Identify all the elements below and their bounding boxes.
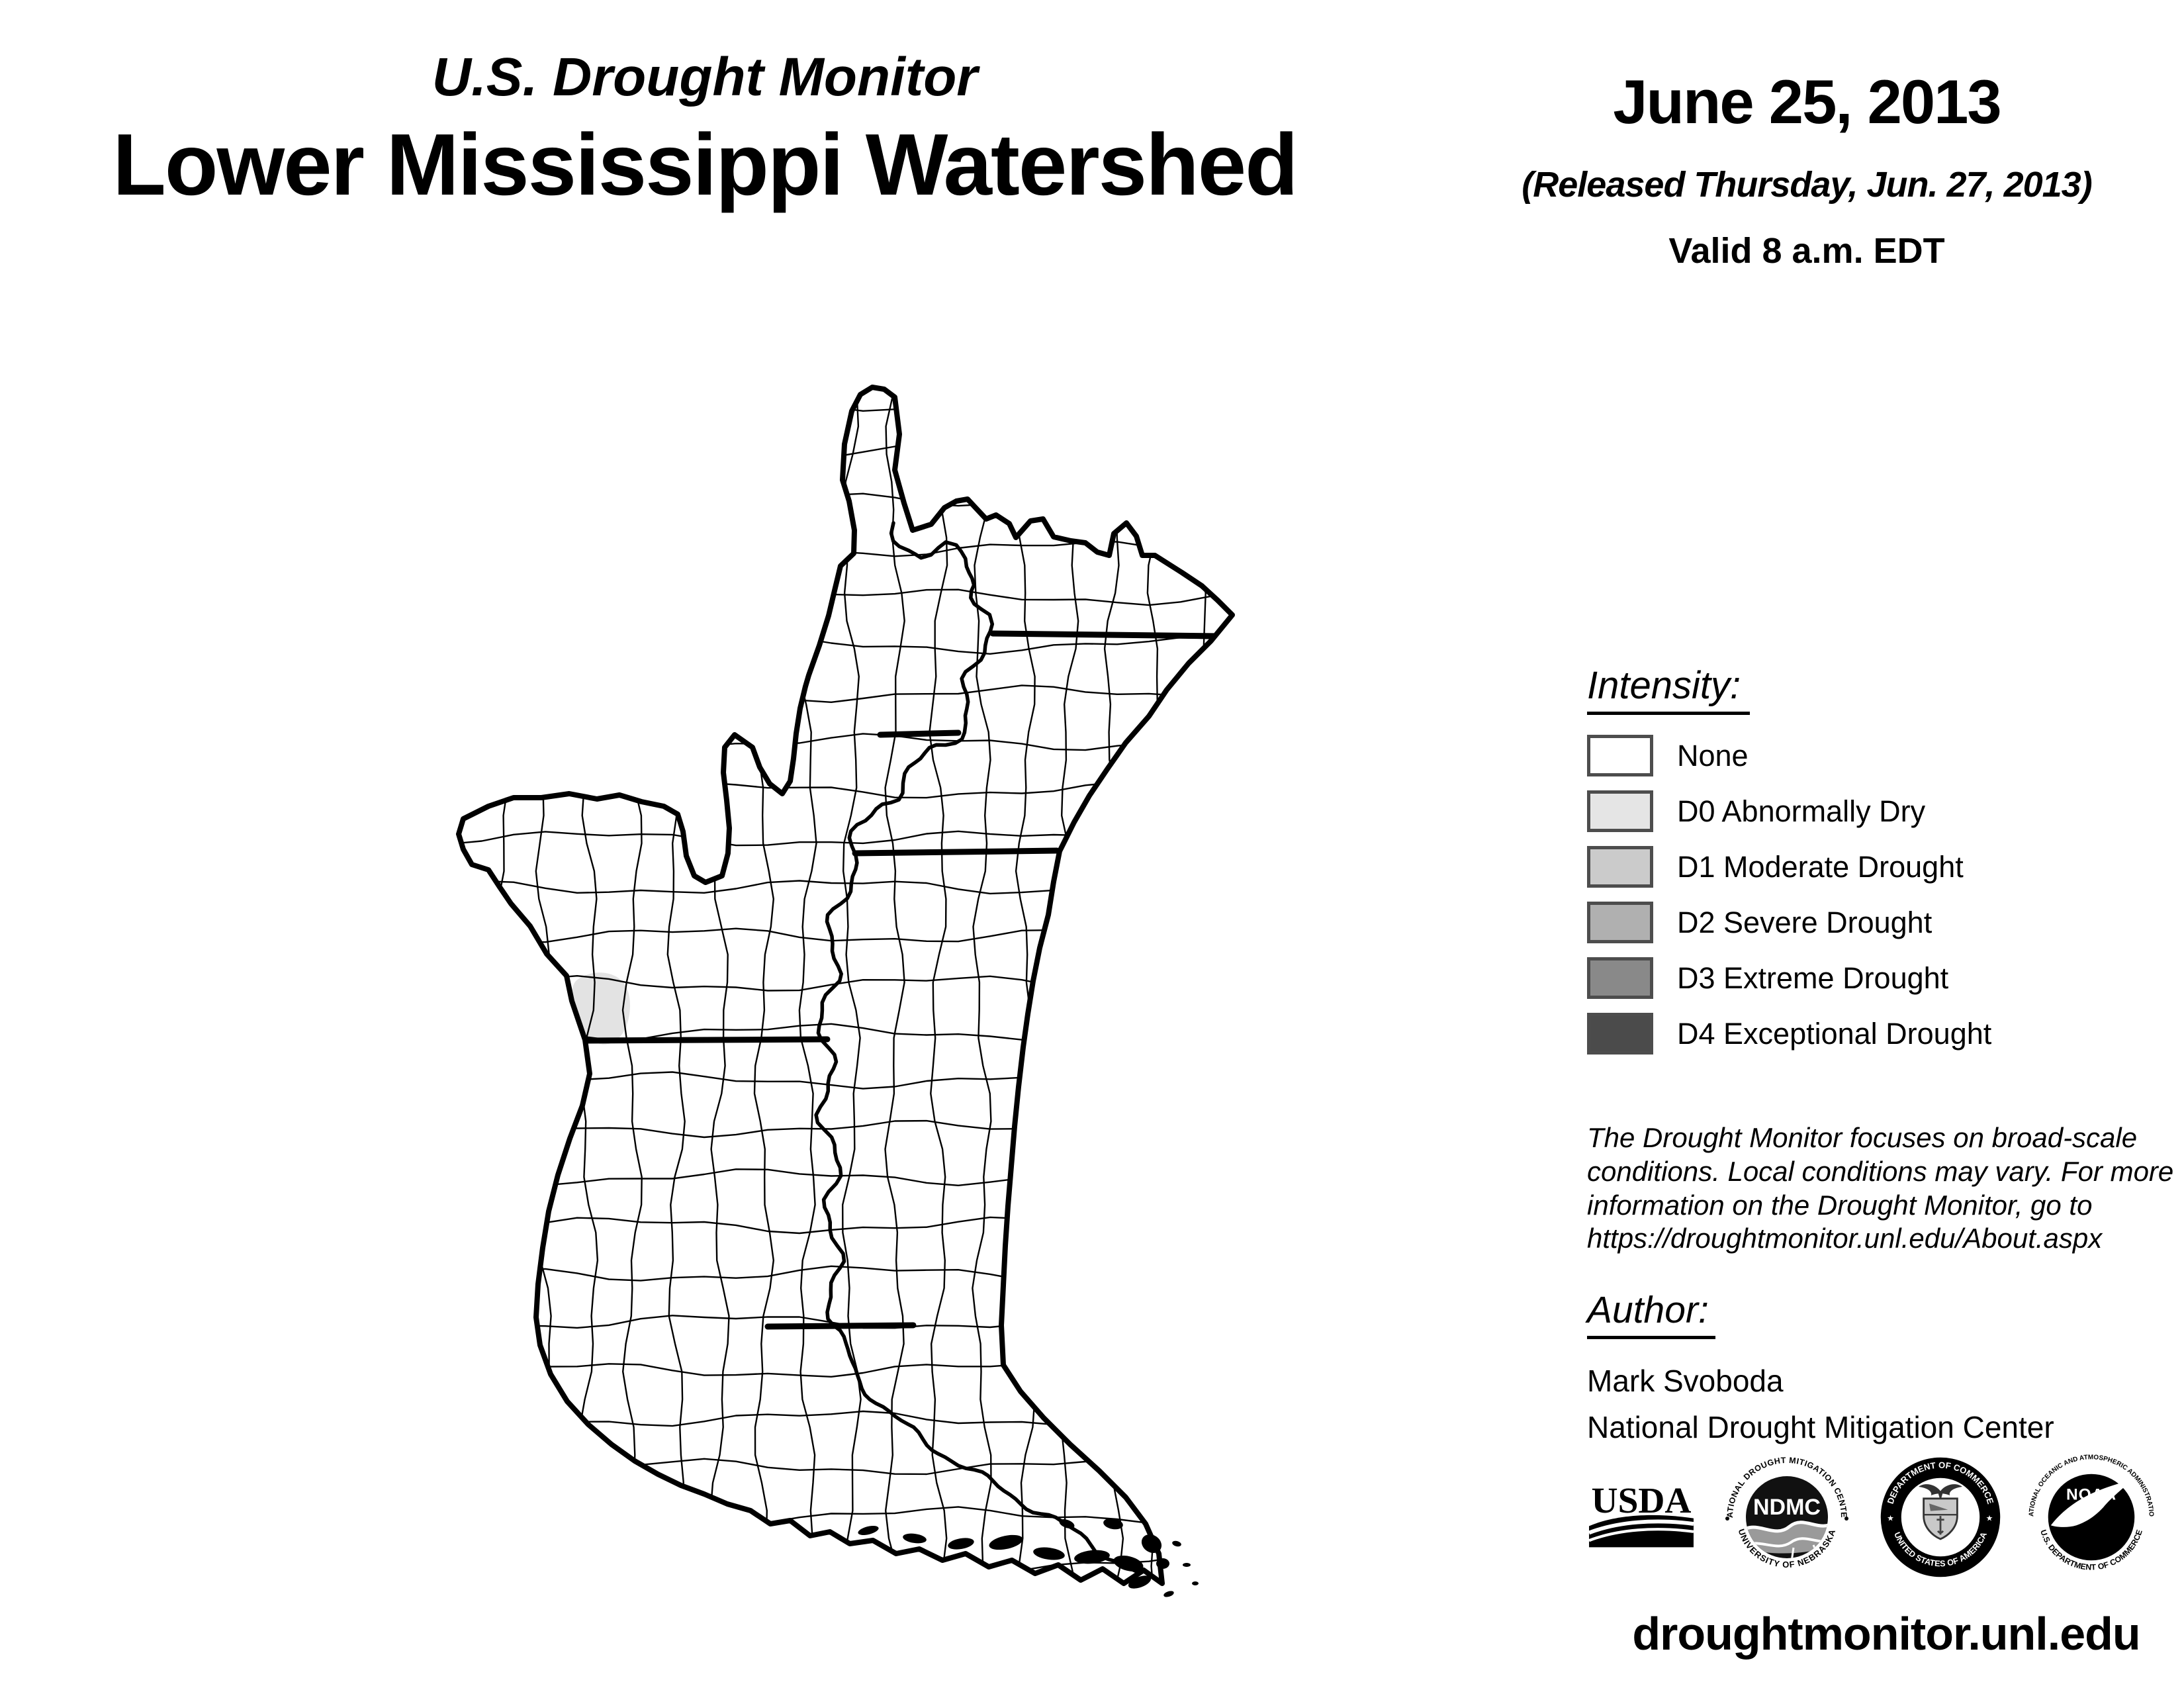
delta-marsh — [858, 1518, 1199, 1597]
legend-row-d0: D0 Abnormally Dry — [1587, 790, 1991, 832]
release-date: (Released Thursday, Jun. 27, 2013) — [1522, 165, 2092, 205]
legend-row-d3: D3 Extreme Drought — [1587, 957, 1991, 999]
legend-label: D3 Extreme Drought — [1677, 961, 1949, 995]
legend-label: D4 Exceptional Drought — [1677, 1016, 1992, 1051]
d0-region-patch — [571, 972, 631, 1045]
legend-title: Intensity: — [1587, 663, 1751, 715]
legend-row-d4: D4 Exceptional Drought — [1587, 1013, 1991, 1055]
county-line — [491, 387, 512, 1583]
legend-row-d1: D1 Moderate Drought — [1587, 846, 1991, 888]
legend-label: D2 Severe Drought — [1677, 905, 1933, 939]
legend-label: D0 Abnormally Dry — [1677, 794, 1926, 828]
legend-swatch-d2 — [1587, 902, 1653, 943]
legend-row-none: None — [1587, 735, 1991, 776]
map-date: June 25, 2013 — [1613, 67, 2001, 136]
state-boundary-line — [852, 847, 1060, 857]
state-boundary-line — [877, 729, 962, 738]
department-of-commerce-seal: DEPARTMENT OF COMMERCE UNITED STATES OF … — [1880, 1457, 2001, 1577]
page-title: Lower Mississippi Watershed — [113, 116, 1298, 213]
noaa-logo: NATIONAL OCEANIC AND ATMOSPHERIC ADMINIS… — [2024, 1450, 2155, 1572]
county-line — [928, 387, 948, 1583]
mississippi-river-line — [814, 521, 1160, 1581]
county-line — [884, 387, 905, 1583]
state-boundaries — [583, 630, 1222, 1330]
author-title: Author: — [1587, 1288, 1715, 1339]
county-line — [972, 387, 992, 1583]
valid-time: Valid 8 a.m. EDT — [1668, 231, 1945, 271]
state-boundary-line — [989, 630, 1222, 639]
legend-swatch-d1 — [1587, 846, 1653, 888]
legend-swatch-d0 — [1587, 790, 1653, 832]
county-line — [1191, 387, 1210, 1583]
county-line — [459, 396, 1232, 412]
noaa-gull-icon — [2050, 1479, 2134, 1527]
legend-swatch-none — [1587, 735, 1653, 776]
ndmc-logo-text: NDMC — [1753, 1495, 1821, 1520]
county-line — [1235, 371, 1254, 1594]
website-url: droughtmonitor.unl.edu — [1632, 1608, 2140, 1660]
legend-label: None — [1677, 738, 1749, 773]
header-titles: U.S. Drought Monitor Lower Mississippi W… — [60, 46, 1350, 211]
legend-swatch-d3 — [1587, 957, 1653, 999]
disclaimer-text: The Drought Monitor focuses on broad-sca… — [1587, 1122, 2174, 1254]
report-title: U.S. Drought Monitor — [432, 47, 978, 107]
legend-label: D1 Moderate Drought — [1677, 849, 1964, 884]
state-boundary-line — [764, 1322, 917, 1330]
usda-logo-text: USDA — [1592, 1481, 1692, 1521]
author-organization: National Drought Mitigation Center — [1587, 1410, 2054, 1444]
watershed-outline — [456, 385, 1235, 1586]
doc-seal-eagle-shield — [1919, 1484, 1962, 1540]
legend-swatch-d4 — [1587, 1013, 1653, 1055]
ndmc-logo: NDMC NATIONAL DROUGHT MITIGATION CENTER … — [1721, 1451, 1848, 1570]
intensity-legend: Intensity: None D0 Abnormally Dry D1 Mod… — [1587, 663, 1991, 1068]
author-block: Author: Mark Svoboda National Drought Mi… — [1587, 1288, 2054, 1445]
legend-row-d2: D2 Severe Drought — [1587, 902, 1991, 943]
county-line — [535, 387, 556, 1583]
author-name: Mark Svoboda — [1587, 1364, 1784, 1398]
doc-seal-star: ★ — [1887, 1514, 1894, 1523]
usda-logo: USDA — [1588, 1481, 1694, 1548]
date-block: June 25, 2013 (Released Thursday, Jun. 2… — [1502, 66, 2111, 271]
state-boundary-line — [583, 1036, 831, 1044]
doc-seal-star: ★ — [1986, 1514, 1993, 1523]
